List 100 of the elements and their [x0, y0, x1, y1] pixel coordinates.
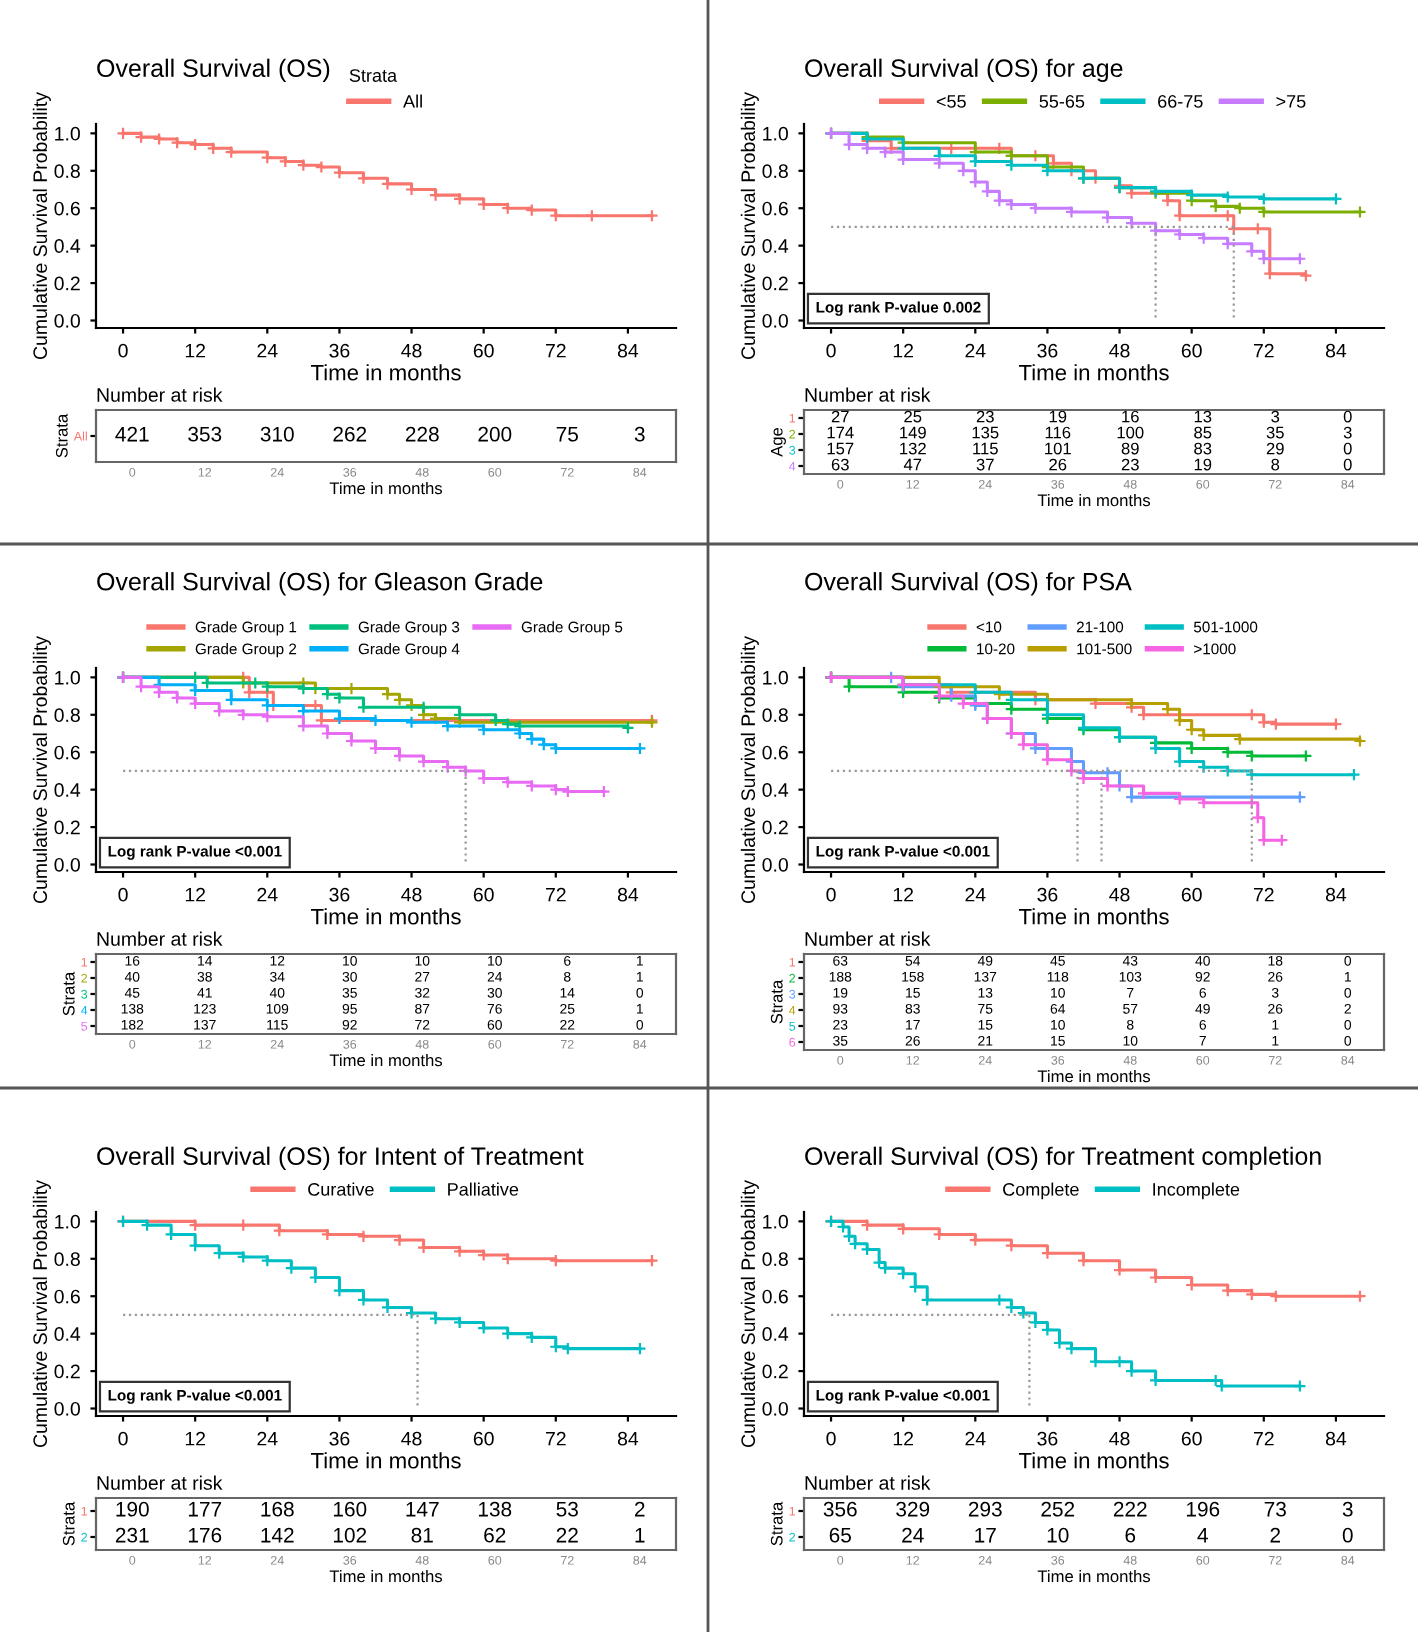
chart-title: Number at risk [805, 931, 931, 946]
legend-title: Strata [349, 69, 398, 82]
data-label: 421 [115, 426, 149, 442]
y-tick-label: 0.0 [762, 313, 788, 328]
x-tick-label: 0 [826, 343, 836, 358]
x-tick-label: 72 [1253, 1431, 1274, 1446]
data-label: 3 [1271, 410, 1280, 423]
y-tick-label: 0.4 [54, 783, 81, 797]
data-label: 3 [634, 426, 645, 442]
x-axis-title: Time in months [1018, 364, 1169, 381]
data-label: 22 [556, 1527, 578, 1543]
x-tick-label: 24 [965, 343, 986, 358]
data-label: 85 [1194, 426, 1212, 439]
x-tick-label: 0 [826, 1431, 836, 1446]
y-axis-title: Age [771, 427, 786, 457]
data-label: 27 [831, 410, 849, 423]
y-axis-title: Strata [770, 979, 783, 1024]
y-axis-title: Strata [55, 413, 68, 458]
data-label: 177 [188, 1502, 222, 1517]
data-label: 228 [405, 426, 439, 442]
data-label: 37 [976, 458, 994, 471]
x-tick-label: 12 [185, 887, 206, 902]
y-axis-title: Cumulative Survival Probability [740, 1180, 759, 1448]
chart-title: Number at risk [805, 1475, 931, 1490]
legend-label: >75 [1276, 95, 1306, 108]
y-axis-title: Cumulative Survival Probability [740, 92, 759, 360]
x-tick-label: 72 [1253, 343, 1274, 358]
x-tick-label: 60 [1181, 887, 1202, 902]
y-tick-label: 1.0 [763, 670, 788, 685]
y-tick-label: 0.6 [54, 1289, 80, 1304]
x-tick-label: 36 [329, 1431, 350, 1446]
y-axis-title: Strata [62, 971, 75, 1016]
x-axis-title: Time in months [1037, 493, 1151, 507]
x-tick-label: 48 [401, 887, 422, 902]
y-tick-label: 0.0 [762, 857, 788, 872]
x-tick-label: 60 [473, 343, 494, 358]
data-label: 16 [1122, 410, 1139, 423]
x-tick-label: 12 [893, 1431, 914, 1446]
x-tick-label: 84 [1325, 343, 1347, 358]
y-tick-label: 0.2 [54, 820, 80, 835]
data-label: 138 [478, 1501, 512, 1517]
data-label: 116 [1045, 426, 1071, 439]
data-label: 157 [827, 442, 854, 455]
x-tick-label: 72 [545, 1431, 566, 1446]
x-axis-title: Time in months [329, 481, 443, 495]
y-tick-label: 1.0 [763, 1214, 788, 1229]
x-axis-title: Time in months [329, 1569, 443, 1583]
legend-label: Palliative [448, 1182, 519, 1196]
data-label: 101 [1045, 442, 1071, 455]
data-label: 75 [556, 427, 578, 442]
data-label: 174 [827, 426, 854, 439]
y-tick-label: 0.0 [54, 1401, 80, 1416]
data-label: 3 [1342, 1501, 1353, 1517]
y-tick-label: 0.8 [762, 1252, 788, 1267]
x-tick-label: 36 [329, 343, 350, 358]
x-axis-title: Time in months [1037, 1569, 1151, 1583]
data-label: 356 [823, 1501, 857, 1517]
x-tick-label: 36 [1037, 343, 1058, 358]
legend-label: <55 [936, 95, 966, 108]
x-tick-label: 72 [545, 343, 566, 358]
chart-title: Number at risk [97, 387, 223, 402]
x-tick-label: 24 [965, 1431, 986, 1446]
x-tick-label: 48 [1109, 343, 1130, 358]
y-tick-label: 0.4 [762, 239, 789, 253]
data-label: 200 [478, 426, 512, 442]
data-label: 102 [333, 1527, 367, 1543]
chart-title: Number at risk [97, 1475, 223, 1490]
data-label: 73 [1264, 1501, 1286, 1517]
data-label: 2 [635, 1501, 645, 1517]
y-tick-label: 0.6 [762, 1289, 788, 1304]
data-label: 310 [260, 426, 294, 442]
x-tick-label: 0 [118, 1431, 128, 1446]
data-label: 24 [902, 1527, 924, 1543]
x-tick-label: 12 [893, 343, 914, 358]
y-tick-label: 0.2 [762, 276, 788, 291]
y-tick-label: 0.6 [54, 201, 80, 216]
data-label: 262 [333, 426, 367, 442]
data-label: 222 [1113, 1501, 1147, 1517]
data-label: 23 [976, 410, 994, 423]
data-label: 29 [1266, 442, 1284, 455]
y-tick-label: 0.0 [54, 857, 80, 872]
y-tick-label: 0.2 [762, 820, 788, 835]
x-axis-title: Time in months [310, 908, 461, 925]
y-tick-label: 0.8 [54, 164, 80, 179]
chart-title: Overall Survival (OS) for age [805, 58, 1123, 82]
y-tick-label: 1.0 [763, 126, 788, 141]
y-tick-label: 1.0 [55, 126, 80, 141]
data-label: 176 [188, 1527, 222, 1543]
x-tick-label: 12 [893, 887, 914, 902]
data-label: 19 [1049, 410, 1067, 423]
data-label: 17 [975, 1528, 996, 1543]
x-tick-label: 60 [1181, 1431, 1202, 1446]
data-label: 0 [1343, 442, 1352, 455]
y-axis-title: Cumulative Survival Probability [32, 92, 51, 360]
legend-label: Complete [1003, 1182, 1079, 1200]
x-tick-label: 0 [118, 887, 128, 902]
data-label: 4 [1197, 1528, 1208, 1543]
y-tick-label: 0.4 [762, 783, 789, 797]
x-tick-label: 60 [473, 1431, 494, 1446]
data-label: 3 [1343, 426, 1352, 439]
